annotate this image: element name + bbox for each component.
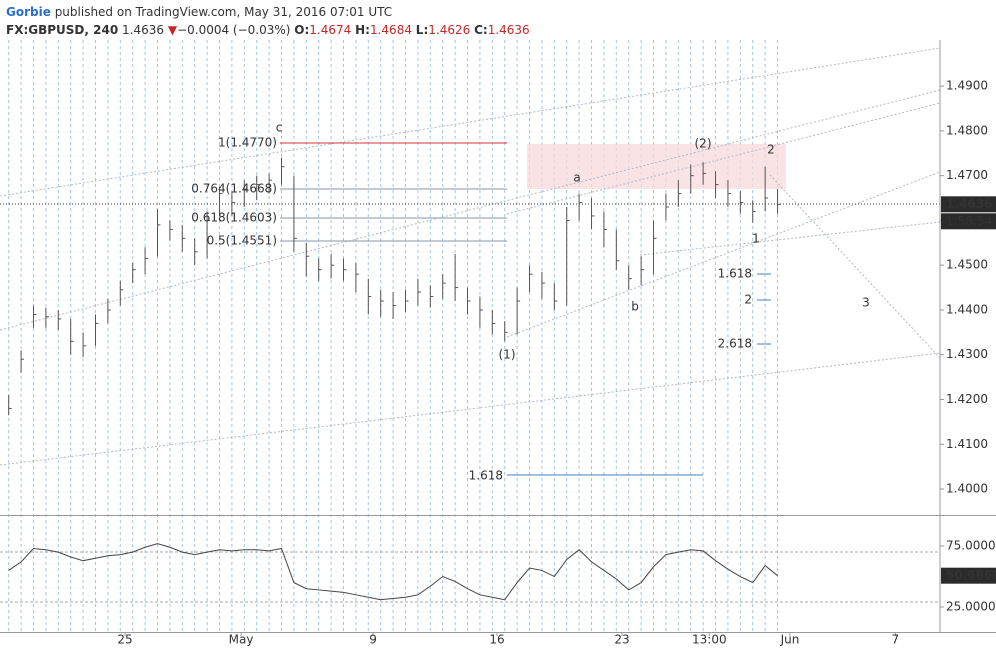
x-tick-label: 13:00 — [692, 633, 727, 647]
l-label: L: — [416, 23, 428, 37]
rsi-line — [8, 543, 778, 601]
trend-lines — [0, 47, 941, 466]
annotation: 2 — [744, 293, 752, 307]
low: 1.4626 — [428, 23, 470, 37]
annotation: (1) — [499, 348, 516, 362]
countdown: 1:58:54 — [946, 214, 992, 228]
price: 1.4636 — [122, 23, 164, 37]
x-tick-label: Jun — [780, 633, 800, 647]
x-tick-label: 16 — [489, 633, 504, 647]
annotation: 1 — [752, 232, 760, 246]
annotation: 0.764(1.4668) — [191, 182, 277, 196]
ticker-line: FX:GBPUSD, 240 1.4636 ▼−0.0004 (−0.03%) … — [6, 23, 530, 37]
trend-line — [0, 47, 941, 197]
annotation: 0.5(1.4551) — [207, 234, 277, 248]
y-tick-label: 1.4100 — [946, 437, 988, 451]
author[interactable]: Gorbie — [6, 5, 51, 19]
trend-line — [506, 102, 941, 215]
last-price-label: 1.4636 — [946, 197, 992, 211]
trend-line — [0, 89, 941, 331]
x-tick-label: 7 — [892, 633, 900, 647]
y-tick-label: 1.4700 — [946, 168, 988, 182]
x-tick-label: 23 — [614, 633, 629, 647]
annotation: c — [276, 121, 283, 135]
x-tick-label: 9 — [369, 633, 377, 647]
y-tick-label: 75.0000 — [946, 539, 996, 553]
y-tick-label: 1.4500 — [946, 258, 988, 272]
y-tick-label: 1.4400 — [946, 302, 988, 316]
last-value-box — [941, 567, 996, 584]
x-tick-label: May — [229, 633, 254, 647]
header-line: Gorbie published on TradingView.com, May… — [6, 5, 392, 19]
y-tick-label: 1.4300 — [946, 347, 988, 361]
annotation: 1.618 — [718, 267, 752, 281]
annotation: b — [631, 300, 639, 314]
annotation: 3 — [862, 296, 870, 310]
open: 1.4674 — [309, 23, 351, 37]
y-tick-label: 25.0000 — [946, 600, 996, 614]
annotation: 0.618(1.4603) — [191, 211, 277, 225]
last-price-box — [941, 196, 996, 213]
last-value-label: 50.6868 — [946, 568, 996, 582]
annotation: 2 — [767, 143, 775, 157]
arrow: ▼ — [168, 23, 178, 37]
annotation: 1(1.4770) — [218, 136, 277, 150]
published: published on TradingView.com, May 31, 20… — [55, 5, 392, 19]
countdown-box — [941, 213, 996, 230]
c-label: C: — [474, 23, 488, 37]
close: 1.4636 — [488, 23, 530, 37]
y-tick-label: 1.4800 — [946, 123, 988, 137]
symbol: FX:GBPUSD, 240 — [6, 23, 118, 37]
annotation: 2.618 — [718, 337, 752, 351]
y-tick-label: 1.4000 — [946, 482, 988, 496]
o-label: O: — [294, 23, 309, 37]
target-zone — [527, 144, 786, 189]
trend-line — [769, 174, 941, 359]
annotation: (2) — [695, 137, 712, 151]
trend-line — [0, 352, 941, 466]
high: 1.4684 — [370, 23, 412, 37]
annotation: a — [573, 171, 580, 185]
y-tick-label: 1.4900 — [946, 79, 988, 93]
change: −0.0004 (−0.03%) — [177, 23, 290, 37]
x-tick-label: 25 — [117, 633, 132, 647]
h-label: H: — [355, 23, 370, 37]
annotation: 1.618 — [469, 469, 503, 483]
y-tick-label: 1.4200 — [946, 392, 988, 406]
vertical-grid — [8, 40, 778, 632]
trend-line — [506, 171, 941, 338]
